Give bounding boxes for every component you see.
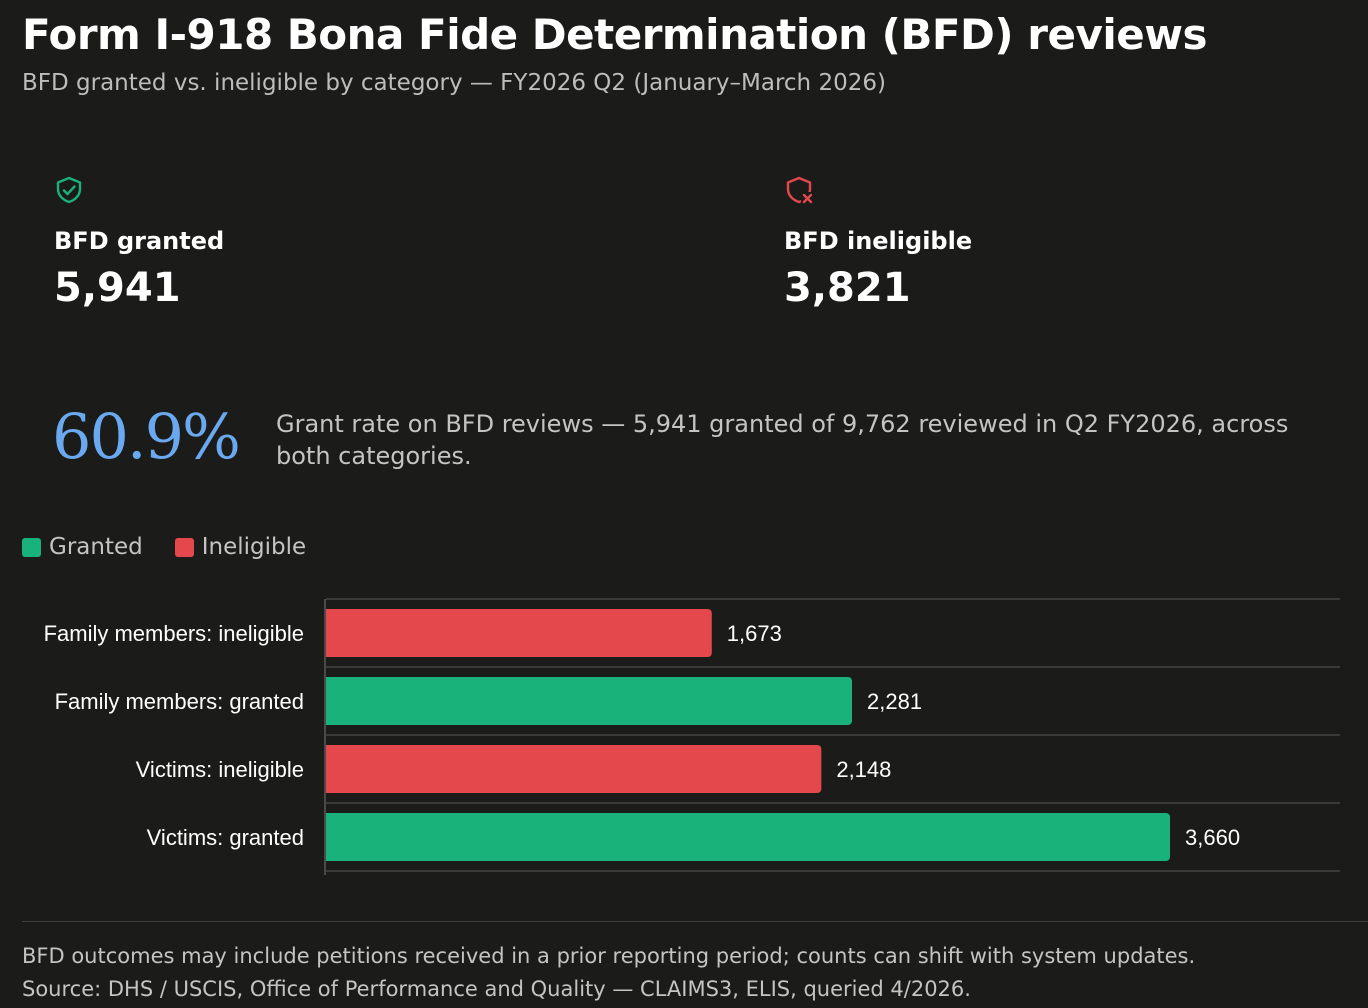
category-label: Family members: ineligible	[44, 621, 304, 646]
stat-granted-value: 5,941	[54, 265, 181, 311]
legend-swatch-granted	[22, 537, 41, 557]
bar-victims-granted	[326, 813, 1170, 861]
stat-ineligible-label: BFD ineligible	[784, 227, 973, 255]
category-label: Family members: granted	[55, 689, 304, 714]
bar-edge-family-members-granted	[326, 677, 332, 725]
bar-edge-victims-ineligible	[326, 745, 332, 793]
chart-legend: Granted Ineligible	[22, 534, 338, 560]
stat-granted: BFD granted 5,941	[54, 175, 224, 311]
bar-family-members-ineligible	[326, 609, 712, 657]
footnote: BFD outcomes may include petitions recei…	[22, 944, 1196, 968]
bar-victims-ineligible	[326, 745, 822, 793]
stat-ineligible-value: 3,821	[784, 265, 911, 311]
data-label: 2,148	[836, 757, 891, 782]
stat-ineligible: BFD ineligible 3,821	[784, 175, 972, 311]
legend-label-granted: Granted	[49, 534, 143, 560]
category-label: Victims: granted	[147, 825, 304, 850]
legend-item-ineligible: Ineligible	[174, 534, 307, 560]
shield-check-icon	[56, 176, 82, 204]
legend-item-granted: Granted	[22, 534, 143, 560]
shield-x-icon	[786, 176, 814, 205]
chart-subtitle: BFD granted vs. ineligible by category —…	[22, 70, 886, 96]
source-note: Source: DHS / USCIS, Office of Performan…	[22, 977, 971, 1001]
chart-title: Form I-918 Bona Fide Determination (BFD)…	[22, 10, 1208, 59]
bar-edge-victims-granted	[326, 813, 332, 861]
stat-granted-label: BFD granted	[54, 227, 225, 255]
footer-divider	[22, 921, 1368, 922]
bar-family-members-granted	[326, 677, 853, 725]
data-label: 1,673	[727, 621, 782, 646]
bar-chart: Family members: ineligible 1,673 Family me…	[44, 598, 1340, 875]
grant-rate-value: 60.9%	[52, 400, 241, 473]
data-label: 3,660	[1185, 825, 1240, 850]
category-label: Victims: ineligible	[136, 757, 304, 782]
legend-label-ineligible: Ineligible	[201, 534, 307, 560]
bar-edge-family-members-ineligible	[326, 609, 332, 657]
grant-rate-description: Grant rate on BFD reviews — 5,941 grante…	[276, 410, 1289, 470]
legend-swatch-ineligible	[174, 537, 194, 557]
data-label: 2,281	[867, 689, 922, 714]
